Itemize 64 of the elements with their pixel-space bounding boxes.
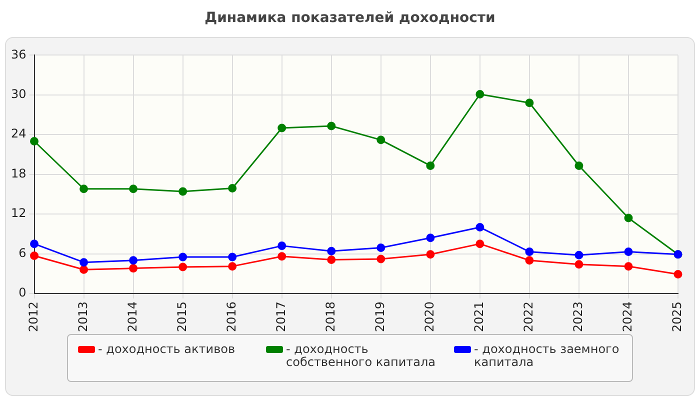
point [327, 255, 336, 264]
y-tick-label: 36 [10, 47, 26, 62]
point [426, 161, 435, 170]
y-tick-label: 30 [10, 87, 26, 102]
point [574, 161, 584, 170]
point [228, 252, 237, 262]
y-tick-label: 12 [10, 206, 26, 220]
point [178, 252, 188, 262]
x-tick-label: 2025 [670, 301, 684, 332]
x-tick-label: 2022 [522, 301, 536, 332]
point [327, 246, 336, 256]
legend-label: - доходность заемного капитала [474, 342, 620, 369]
x-tick-label: 2012 [26, 301, 40, 332]
x-tick-label: 2018 [324, 301, 338, 332]
x-tick-label: 2023 [571, 301, 586, 332]
y-tick-label: 0 [18, 286, 26, 300]
x-tick-label: 2020 [422, 301, 437, 332]
x-tick-label: 2013 [76, 301, 90, 332]
point [426, 234, 435, 242]
point [476, 223, 484, 232]
point [624, 214, 633, 222]
point [624, 248, 633, 256]
point [129, 264, 138, 273]
x-tick-label: 2017 [274, 301, 288, 332]
point [30, 136, 39, 146]
point [476, 90, 484, 98]
chart-title: Динамика показателей доходности [204, 10, 496, 26]
point [80, 258, 88, 267]
point [80, 184, 88, 194]
y-tick-label: 24 [10, 126, 26, 141]
y-tick-label: 18 [10, 166, 26, 180]
point [525, 256, 534, 265]
x-tick-label: 2016 [224, 301, 238, 332]
point [525, 248, 534, 256]
point [376, 244, 386, 252]
y-tick-label: 6 [18, 246, 26, 260]
point [129, 184, 138, 194]
x-tick-label: 2014 [125, 301, 140, 332]
point [574, 260, 584, 269]
point [228, 184, 237, 192]
x-tick-label: 2015 [174, 301, 189, 332]
point [278, 242, 286, 250]
legend-label: - доходность активов [98, 342, 236, 356]
point [80, 265, 88, 274]
legend-label: - доходность собственного капитала [286, 342, 436, 369]
x-tick-label: 2024 [620, 301, 635, 332]
point [278, 124, 286, 132]
point [178, 187, 188, 196]
point [376, 136, 386, 144]
point [327, 122, 336, 130]
point [178, 262, 188, 272]
point [426, 250, 435, 259]
point [624, 262, 633, 271]
point [376, 254, 386, 264]
point [278, 252, 286, 261]
point [228, 262, 237, 271]
point [129, 256, 138, 265]
point [674, 270, 682, 279]
point [525, 98, 534, 108]
point [574, 250, 584, 260]
x-tick-label: 2021 [472, 301, 486, 332]
x-tick-label: 2019 [373, 301, 388, 332]
point [476, 240, 484, 248]
point [30, 240, 39, 248]
